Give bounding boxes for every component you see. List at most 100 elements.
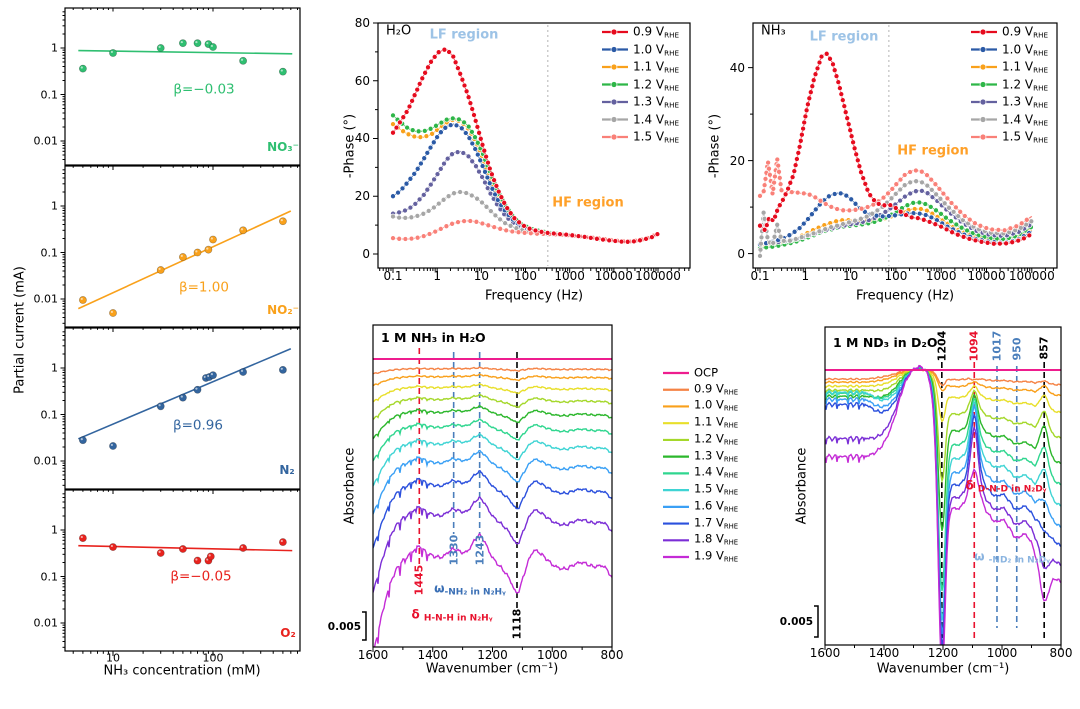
- ftir-legend-entry-9: 1.7 VRHE: [694, 515, 738, 530]
- axis-ticks: [60, 169, 299, 332]
- ftir-x-tick-label: 1600: [809, 646, 841, 660]
- ftir-curve-1.5V: [373, 433, 612, 487]
- legend-entry-bode-h2o-0: 0.9 VRHE: [633, 25, 679, 38]
- bode-x-tick-label: 100: [514, 269, 537, 283]
- ftir-curve-1.3V: [373, 405, 612, 440]
- bode-series-0.9V: [390, 46, 661, 245]
- ftir-legend-entry-1-label: 0.9 V: [694, 381, 724, 396]
- legend-entry-bode-nh3-0-sub: RHE: [1033, 30, 1049, 40]
- tafel-y-tick-label: 1: [51, 199, 58, 213]
- ftir-legend-entry-10-label: 1.8 V: [694, 531, 724, 546]
- plot-frame: [377, 22, 691, 269]
- beta-value-label: β=−0.05: [170, 568, 232, 585]
- ftir-legend-entry-2: 1.0 VRHE: [694, 399, 738, 413]
- tafel-y-tick-label: 0.1: [40, 246, 59, 259]
- ftir-curve-1.4V: [373, 418, 612, 462]
- species-label: NO₂⁻: [267, 303, 299, 317]
- bode-h2o-panel: [373, 22, 691, 273]
- legend-entry-bode-nh3-5-sub: RHE: [1033, 117, 1049, 127]
- tafel-y-tick-label: 1: [51, 523, 58, 537]
- bode-nh3-y-axis-label: -Phase (°): [707, 113, 723, 179]
- ftir-legend-entry-9-label: 1.7 V: [694, 515, 724, 530]
- legend-entry-marker: [971, 81, 997, 88]
- ftir-curve-1.6V: [825, 365, 1061, 635]
- tafel-y-tick-label: 0.1: [40, 408, 59, 421]
- ftir-annotation-1-part: δ: [411, 607, 424, 622]
- legend-entry-bode-h2o-3-label: 1.2 V: [633, 76, 665, 91]
- legend-entry-bode-h2o-4: 1.3 VRHE: [633, 95, 679, 108]
- legend-entry-marker: [971, 28, 997, 36]
- bode-y-tick-label: 80: [354, 16, 370, 30]
- legend-entry-bode-nh3-2-label: 1.1 V: [1002, 59, 1034, 74]
- ftir-x-tick-label: 1000: [986, 646, 1018, 660]
- legend-entry-bode-h2o-2-sub: RHE: [664, 65, 680, 75]
- tafel-y-tick-label: 1: [51, 361, 58, 375]
- legend-entry-bode-h2o-3-sub: RHE: [664, 82, 680, 92]
- plot-frame: [752, 22, 1058, 269]
- ftir-legend-entry-8: 1.6 VRHE: [694, 500, 738, 513]
- ftir-legend-entry-4-sub: RHE: [723, 438, 739, 447]
- legend-entry-marker: [602, 46, 628, 53]
- band-wavenumber-label: 1243: [473, 534, 487, 566]
- ftir-legend-entry-1: 0.9 VRHE: [694, 381, 738, 396]
- scalebar-bracket: [362, 611, 367, 641]
- bode-y-tick-label: 0: [737, 246, 745, 261]
- ftir-curve-1.7V: [373, 470, 612, 549]
- bode-y-tick-label: 40: [729, 60, 745, 75]
- legend-entry-marker: [602, 116, 628, 123]
- ftir-annotation-1-part: -ND₂ in N₂Dᵧ: [988, 555, 1050, 566]
- bode-h2o-title: H₂O: [386, 23, 412, 39]
- ftir-legend-entry-6-label: 1.4 V: [694, 464, 724, 479]
- band-wavenumber-label: 1445: [412, 564, 426, 596]
- legend-entry-bode-nh3-6: 1.5 VRHE: [1002, 130, 1048, 143]
- band-wavenumber-label: 857: [1037, 336, 1051, 360]
- ftir-curve-1.2V: [825, 367, 1061, 484]
- tafel-panel-1: [60, 7, 301, 170]
- ftir-legend-entry-10: 1.8 VRHE: [694, 531, 739, 547]
- bode-x-tick-label: 0.1: [750, 269, 770, 283]
- tafel-data-points: [78, 217, 287, 317]
- ftir-curve-0.9V: [373, 366, 612, 375]
- ftir-x-tick-label: 1200: [477, 648, 508, 662]
- legend-entry-bode-h2o-1-label: 1.0 V: [633, 41, 665, 56]
- bode-x-tick-label: 0.1: [383, 269, 403, 283]
- bode-nh3-x-axis-label: Frequency (Hz): [855, 288, 955, 304]
- ftir-legend-entry-7-label: 1.5 V: [694, 481, 724, 496]
- ftir-legend-entry-10-sub: RHE: [723, 538, 739, 547]
- ftir-d2o-title: 1 M ND₃ in D₂O: [833, 334, 938, 350]
- tafel-y-tick-label: 0.1: [40, 570, 59, 583]
- ftir-h2o-y-axis-label: Absorbance: [342, 447, 358, 525]
- axis-ticks: [372, 647, 613, 652]
- ftir-legend-entry-0: OCP: [694, 367, 718, 379]
- ftir-legend-entry-7-sub: RHE: [723, 488, 739, 497]
- legend-entry-bode-nh3-4-sub: RHE: [1033, 100, 1049, 110]
- ftir-legend-entry-4-label: 1.2 V: [694, 431, 724, 446]
- ftir-legend-entry-3: 1.1 VRHE: [694, 416, 738, 430]
- bode-x-tick-label: 10000: [594, 269, 633, 283]
- legend-entry-bode-nh3-3-sub: RHE: [1033, 82, 1049, 92]
- axis-ticks: [824, 645, 1062, 650]
- legend-entry-bode-h2o-0-sub: RHE: [664, 30, 680, 40]
- tafel-y-tick-label: 0.01: [33, 292, 59, 306]
- ftir-x-tick-label: 1400: [868, 646, 900, 660]
- tafel-x-tick-label: 100: [202, 651, 224, 665]
- legend-entry-marker: [602, 98, 628, 106]
- legend-entry-bode-h2o-6-sub: RHE: [664, 135, 680, 145]
- beta-value-label: β=0.96: [173, 417, 223, 434]
- legend-entry-bode-h2o-5-label: 1.4 V: [633, 111, 665, 126]
- ftir-nh3-h2o-panel: [362, 324, 689, 652]
- legend-entry-bode-nh3-4: 1.3 VRHE: [1002, 95, 1048, 108]
- ftir-curve-1.8V: [825, 365, 1061, 645]
- bode-h2o-hf-region-label: HF region: [552, 195, 624, 211]
- bode-x-tick-label: 100000: [635, 269, 681, 283]
- legend-entry-marker: [971, 98, 997, 106]
- tafel-panel-3: [60, 327, 301, 494]
- ftir-annotation-0: ω-NH₂ in N₂Hᵧ: [434, 583, 506, 598]
- ftir-legend-entry-5-sub: RHE: [723, 455, 739, 464]
- ftir-legend-entry-8-label: 1.6 V: [694, 498, 724, 513]
- ftir-curve-1.6V: [373, 449, 612, 515]
- legend-entry-bode-nh3-6-label: 1.5 V: [1002, 129, 1034, 144]
- legend-entry-bode-h2o-2: 1.1 VRHE: [633, 60, 679, 73]
- bode-x-tick-label: 100: [884, 269, 908, 283]
